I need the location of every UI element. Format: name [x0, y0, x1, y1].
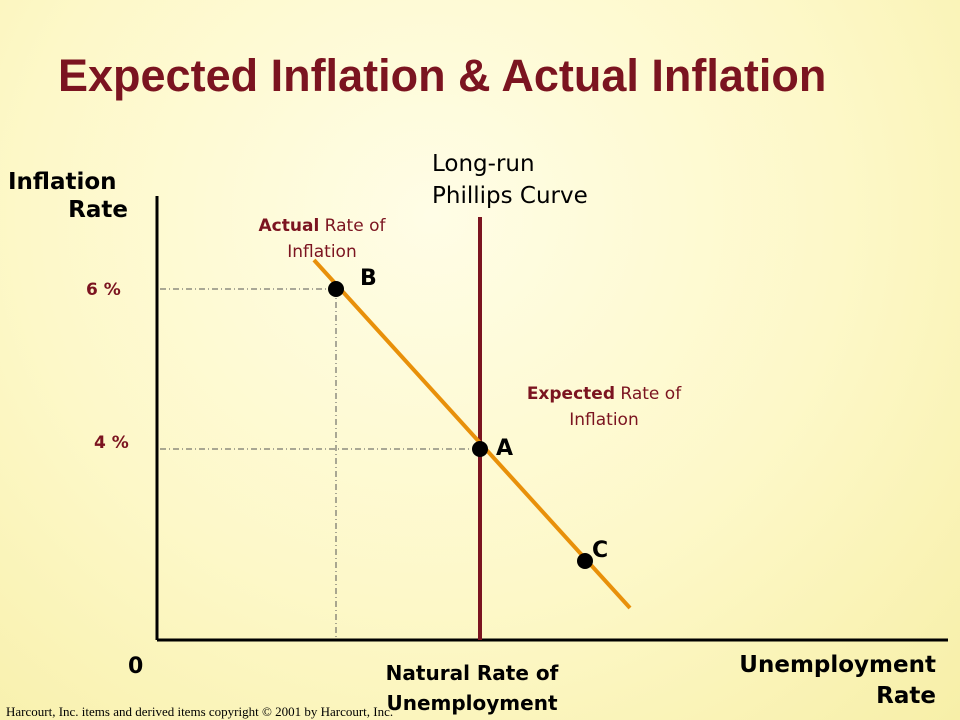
- actual-label-bold: Actual: [258, 216, 320, 236]
- y-axis-label-line2: Rate: [68, 197, 128, 223]
- point-a-label: A: [496, 436, 514, 461]
- point-a-marker: [472, 441, 488, 457]
- point-b-marker: [328, 281, 344, 297]
- point-c-label: C: [592, 538, 609, 563]
- x-axis-label: Unemployment Rate: [700, 650, 936, 712]
- lrpc-label-line1: Long-run: [432, 151, 535, 177]
- point-c-marker: [577, 553, 593, 569]
- actual-inflation-label: Actual Rate of Inflation: [232, 213, 412, 265]
- expected-label-bold: Expected: [526, 384, 615, 404]
- actual-label-rest: Rate of: [319, 216, 386, 236]
- actual-label-line2: Inflation: [287, 242, 357, 262]
- lrpc-label: Long-run Phillips Curve: [432, 148, 588, 212]
- expected-label-rest: Rate of: [615, 384, 682, 404]
- natural-rate-line1: Natural Rate of: [385, 661, 559, 685]
- natural-rate-label: Natural Rate of Unemployment: [372, 658, 572, 718]
- expected-inflation-label: Expected Rate of Inflation: [504, 381, 704, 433]
- copyright-notice: Harcourt, Inc. items and derived items c…: [6, 704, 394, 719]
- x-axis-label-line2: Rate: [876, 683, 936, 709]
- y-axis-label-line1: Inflation: [8, 169, 117, 195]
- point-b-label: B: [360, 266, 377, 291]
- tick-label-6-percent: 6 %: [86, 280, 121, 300]
- origin-label: 0: [128, 654, 144, 679]
- natural-rate-line2: Unemployment: [386, 691, 558, 715]
- actual-inflation-curve: [312, 258, 632, 610]
- lrpc-label-line2: Phillips Curve: [432, 183, 588, 209]
- page-title: Expected Inflation & Actual Inflation: [58, 50, 827, 101]
- expected-label-line2: Inflation: [569, 410, 639, 430]
- y-axis-label: Inflation Rate: [8, 168, 128, 224]
- tick-label-4-percent: 4 %: [94, 433, 129, 453]
- x-axis-label-line1: Unemployment: [739, 652, 936, 678]
